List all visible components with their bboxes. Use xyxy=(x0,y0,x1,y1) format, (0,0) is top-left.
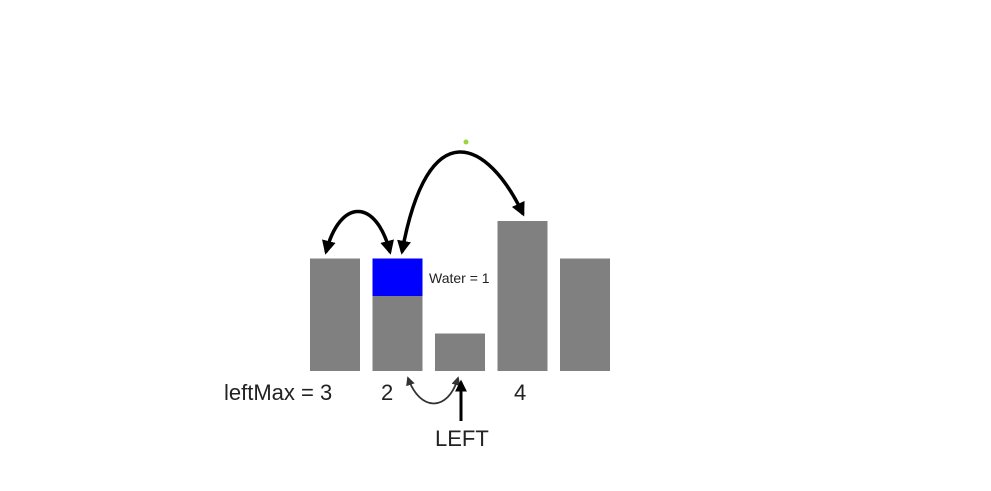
bar-4 xyxy=(497,221,548,371)
bars-group xyxy=(310,221,610,371)
arc-arrow-between-bar-1-and-bar-2 xyxy=(322,209,394,255)
left-max-label: leftMax = 3 xyxy=(224,380,332,405)
green-dot xyxy=(463,139,469,145)
bar-2 xyxy=(372,296,423,371)
water-block-2 xyxy=(372,258,423,296)
bar-1 xyxy=(310,258,360,371)
left-pointer-label: LEFT xyxy=(435,426,489,451)
bar-four-value-label: 4 xyxy=(514,380,526,405)
arc-arrow-between-bar-2-and-bar-4 xyxy=(397,150,525,255)
bar-two-value-label: 2 xyxy=(381,380,393,405)
bar-3 xyxy=(435,333,485,371)
bar-5 xyxy=(560,258,610,371)
water-label: Water = 1 xyxy=(429,270,490,286)
arc-arrow-between-bar-2-and-bar-3 xyxy=(406,376,461,405)
